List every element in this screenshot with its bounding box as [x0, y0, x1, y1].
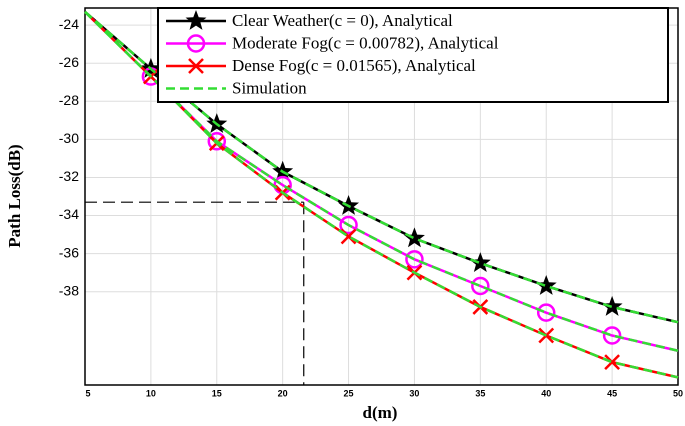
- marker: [471, 276, 490, 296]
- marker: [604, 354, 620, 371]
- y-tick-label: -32: [59, 168, 79, 184]
- legend-box: [157, 7, 669, 103]
- legend-label: Moderate Fog(c = 0.00782), Analytical: [232, 33, 499, 52]
- y-tick-label: -34: [59, 206, 79, 222]
- marker: [340, 228, 357, 245]
- y-tick-label: -38: [59, 282, 79, 298]
- x-tick-label: 50: [673, 388, 683, 398]
- y-tick-label: -30: [59, 130, 79, 146]
- x-tick-label: 35: [475, 388, 485, 398]
- marker: [535, 274, 557, 295]
- legend-label: Dense Fog(c = 0.01565), Analytical: [232, 56, 476, 75]
- legend-label: Clear Weather(c = 0), Analytical: [232, 11, 453, 30]
- legend-label: Simulation: [232, 78, 307, 97]
- y-tick-label: -28: [59, 92, 79, 108]
- x-tick-label: 25: [344, 388, 354, 398]
- marker: [339, 215, 358, 235]
- x-tick-label: 15: [212, 388, 222, 398]
- x-tick-label: 20: [278, 388, 288, 398]
- y-tick-label: -24: [59, 16, 79, 32]
- simulation-line: [84, 10, 679, 379]
- marker: [601, 295, 623, 316]
- marker: [536, 303, 556, 322]
- marker: [405, 250, 424, 269]
- simulation-line: [84, 10, 679, 352]
- x-tick-label: 5: [85, 388, 90, 398]
- marker: [403, 227, 425, 248]
- legend-marker: [186, 34, 206, 53]
- y-tick-label: -26: [59, 54, 79, 70]
- legend-marker: [185, 10, 207, 30]
- marker: [207, 132, 227, 151]
- x-tick-label: 45: [607, 388, 617, 398]
- y-tick-label: -36: [59, 244, 79, 260]
- marker: [469, 252, 491, 273]
- marker: [602, 326, 622, 345]
- y-axis-label: Path Loss(dB): [5, 144, 24, 247]
- x-tick-label: 30: [409, 388, 419, 398]
- x-tick-label: 10: [146, 388, 156, 398]
- legend-marker: [188, 58, 204, 74]
- x-axis-label: d(m): [363, 403, 398, 422]
- x-tick-label: 40: [541, 388, 551, 398]
